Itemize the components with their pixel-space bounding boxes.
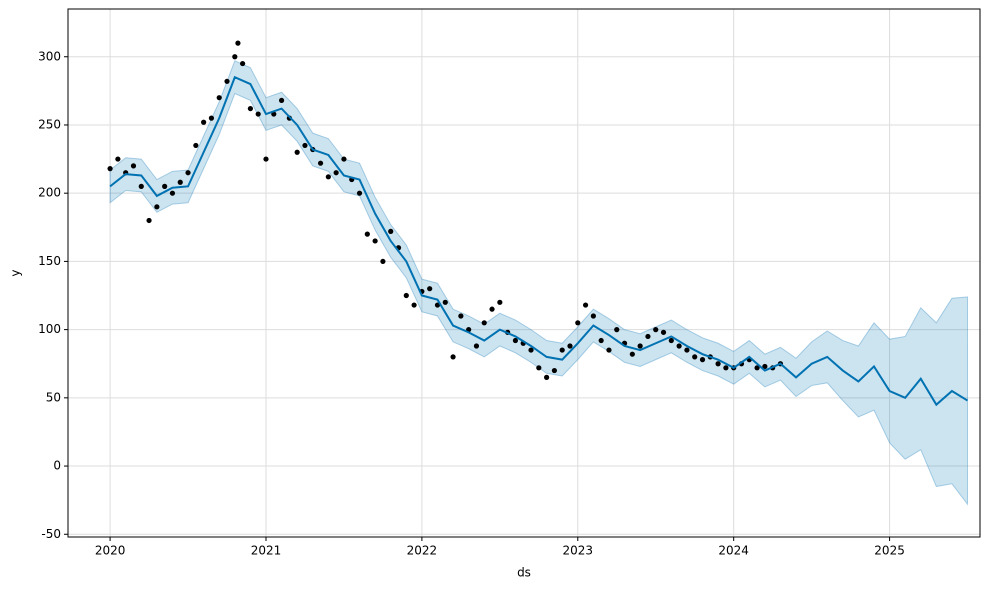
- observed-point: [481, 320, 487, 326]
- observed-point: [536, 365, 542, 371]
- observed-point: [162, 183, 168, 189]
- observed-point: [473, 343, 480, 349]
- x-tick-label: 2023: [563, 544, 594, 558]
- observed-point: [146, 217, 152, 224]
- x-tick-label: 2025: [874, 544, 905, 558]
- observed-point: [380, 258, 386, 265]
- observed-point: [224, 78, 230, 84]
- x-tick-label: 2022: [407, 544, 438, 558]
- observed-point: [403, 292, 409, 299]
- observed-point: [216, 95, 222, 101]
- observed-point: [411, 302, 417, 308]
- observed-point: [302, 142, 308, 149]
- plot-frame: [67, 8, 981, 538]
- x-tick-label: 2020: [95, 544, 126, 558]
- y-axis-label: y: [9, 269, 23, 276]
- observed-point: [528, 347, 534, 353]
- observed-point: [653, 327, 659, 333]
- y-tick-label: -50: [41, 527, 61, 541]
- observed-point: [645, 333, 651, 340]
- observed-point: [676, 343, 682, 349]
- observed-point: [193, 142, 199, 149]
- observed-point: [684, 347, 690, 353]
- observed-point: [201, 119, 207, 125]
- observed-point: [699, 357, 706, 363]
- observed-point: [660, 329, 667, 335]
- observed-point: [333, 170, 339, 176]
- observed-point: [388, 228, 394, 234]
- observed-point: [177, 179, 183, 185]
- y-tick-label: 100: [38, 322, 61, 336]
- observed-point: [169, 190, 176, 196]
- observed-point: [598, 337, 604, 344]
- observed-point: [138, 183, 144, 189]
- observed-point: [723, 365, 729, 371]
- observed-point: [427, 286, 433, 292]
- observed-point: [294, 149, 300, 155]
- observed-point: [637, 343, 643, 349]
- observed-point: [450, 354, 456, 360]
- observed-point: [567, 343, 573, 349]
- observed-point: [208, 115, 215, 121]
- y-tick-label: 0: [53, 459, 61, 473]
- observed-point: [356, 190, 363, 196]
- observed-point: [575, 320, 581, 326]
- observed-point: [559, 347, 565, 353]
- observed-point: [551, 367, 558, 374]
- x-axis-label: ds: [517, 566, 531, 580]
- observed-point: [364, 231, 370, 237]
- observed-point: [692, 354, 698, 360]
- observed-point: [497, 299, 503, 305]
- observed-point: [434, 302, 441, 308]
- observed-point: [715, 361, 721, 367]
- observed-point: [668, 337, 674, 344]
- observed-point: [317, 160, 324, 166]
- forecast-line: [109, 75, 969, 407]
- observed-point: [341, 156, 347, 162]
- observed-point: [255, 111, 261, 117]
- observed-point: [512, 337, 519, 344]
- observed-point: [590, 313, 596, 319]
- observed-point: [130, 163, 137, 169]
- observed-point: [107, 166, 113, 172]
- observed-point: [582, 302, 589, 308]
- observed-point: [232, 54, 238, 60]
- observed-point: [629, 351, 635, 357]
- observed-point: [263, 156, 269, 162]
- observed-point: [235, 40, 241, 46]
- observed-point: [154, 204, 160, 210]
- observed-point: [754, 365, 760, 371]
- observed-point: [185, 170, 191, 176]
- uncertainty-band: [109, 60, 969, 506]
- observed-point: [606, 347, 612, 353]
- y-tick-label: 50: [46, 390, 61, 404]
- y-tick-label: 250: [38, 117, 61, 131]
- observed-point: [544, 374, 550, 380]
- observed-point: [115, 156, 121, 162]
- observed-point: [247, 105, 253, 112]
- observed-point: [762, 363, 768, 370]
- observed-point: [458, 313, 464, 319]
- x-tick-label: 2024: [718, 544, 749, 558]
- y-tick-label: 300: [38, 49, 61, 63]
- observed-point: [372, 238, 378, 244]
- observed-point: [278, 97, 285, 104]
- y-tick-label: 200: [38, 186, 61, 200]
- observed-point: [614, 327, 620, 333]
- x-tick-label: 2021: [251, 544, 282, 558]
- y-tick-label: 150: [38, 254, 61, 268]
- observed-point: [240, 60, 246, 67]
- observed-point: [325, 174, 331, 180]
- observed-point: [489, 306, 495, 312]
- observed-point: [442, 299, 448, 305]
